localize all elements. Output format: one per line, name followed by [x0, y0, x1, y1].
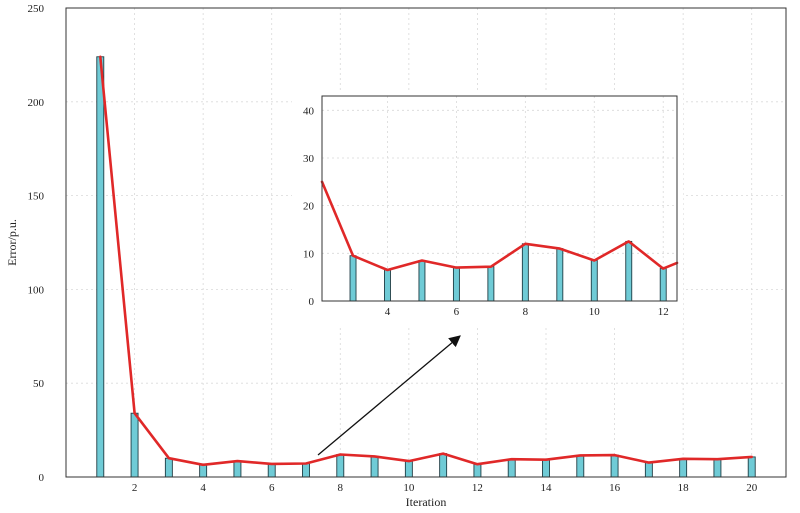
main-xtick-2: 2 [132, 482, 138, 494]
inset-ytick-40: 40 [303, 105, 315, 117]
inset-ytick-10: 10 [303, 248, 315, 260]
inset-bar-3 [349, 255, 357, 302]
main-bar-9 [370, 455, 379, 478]
main-bar-17 [644, 462, 653, 478]
inset-plot-frame [321, 95, 678, 302]
zoom-arrow-line [317, 335, 461, 456]
x-axis-label: Iteration [406, 495, 447, 509]
inset-ytick-0: 0 [309, 296, 315, 308]
main-ytick-100: 100 [28, 284, 45, 296]
main-bar-2 [130, 412, 139, 478]
main-bar-8 [336, 454, 345, 478]
main-xtick-14: 14 [541, 482, 553, 494]
main-bar-6 [267, 463, 276, 478]
inset-ytick-30: 30 [303, 153, 315, 165]
main-bar-18 [679, 458, 688, 478]
main-bar-14 [542, 459, 550, 478]
inset-xtick-6: 6 [454, 306, 460, 318]
main-ytick-250: 250 [28, 3, 45, 15]
inset-error-polyline [320, 180, 679, 272]
y-axis-label: Error/p.u. [5, 219, 19, 266]
main-ytick-200: 200 [28, 97, 45, 109]
inset-bar-11 [625, 240, 633, 302]
main-xtick-10: 10 [403, 482, 415, 494]
main-ytick-0: 0 [39, 472, 45, 484]
main-xtick-18: 18 [678, 482, 690, 494]
main-xtick-8: 8 [338, 482, 344, 494]
inset-bar-9 [556, 248, 564, 302]
inset-bar-12 [659, 268, 667, 302]
main-error-polyline [99, 55, 754, 467]
main-plot-frame [65, 7, 787, 478]
main-xtick-6: 6 [269, 482, 275, 494]
main-bar-1 [96, 56, 105, 478]
main-error-line [99, 55, 754, 467]
main-bar-10 [404, 460, 413, 478]
inset-bar-4 [384, 269, 391, 302]
inset-xtick-12: 12 [658, 306, 669, 318]
main-xtick-20: 20 [746, 482, 758, 494]
main-xtick-4: 4 [200, 482, 206, 494]
main-bar-15 [576, 454, 585, 478]
inset-bar-6 [452, 267, 460, 302]
main-bar-16 [610, 454, 619, 478]
main-bar-3 [164, 457, 173, 478]
inset-bar-7 [487, 266, 495, 302]
main-bar-7 [302, 463, 310, 478]
inset-bar-10 [590, 260, 598, 302]
main-bar-5 [233, 460, 242, 478]
main-bar-20 [747, 456, 756, 478]
main-bar-13 [507, 458, 516, 478]
main-bar-19 [713, 458, 722, 478]
main-ytick-150: 150 [28, 191, 45, 203]
inset-bar-8 [521, 243, 529, 302]
main-xtick-16: 16 [609, 482, 621, 494]
main-xtick-12: 12 [472, 482, 483, 494]
zoom-arrow [317, 335, 461, 456]
inset-error-line [320, 180, 679, 272]
inset-xtick-4: 4 [385, 306, 391, 318]
main-bar-4 [199, 464, 208, 478]
main-bar-12 [473, 463, 482, 478]
main-ytick-50: 50 [33, 378, 45, 390]
inset-bar-5 [418, 260, 426, 302]
main-bar-11 [439, 453, 448, 478]
inset-tick-labels: 4 6 8 10 12 0 10 20 30 40 [303, 105, 669, 318]
inset-xtick-10: 10 [589, 306, 601, 318]
inset-ytick-20: 20 [303, 201, 315, 213]
inset-xtick-8: 8 [523, 306, 529, 318]
